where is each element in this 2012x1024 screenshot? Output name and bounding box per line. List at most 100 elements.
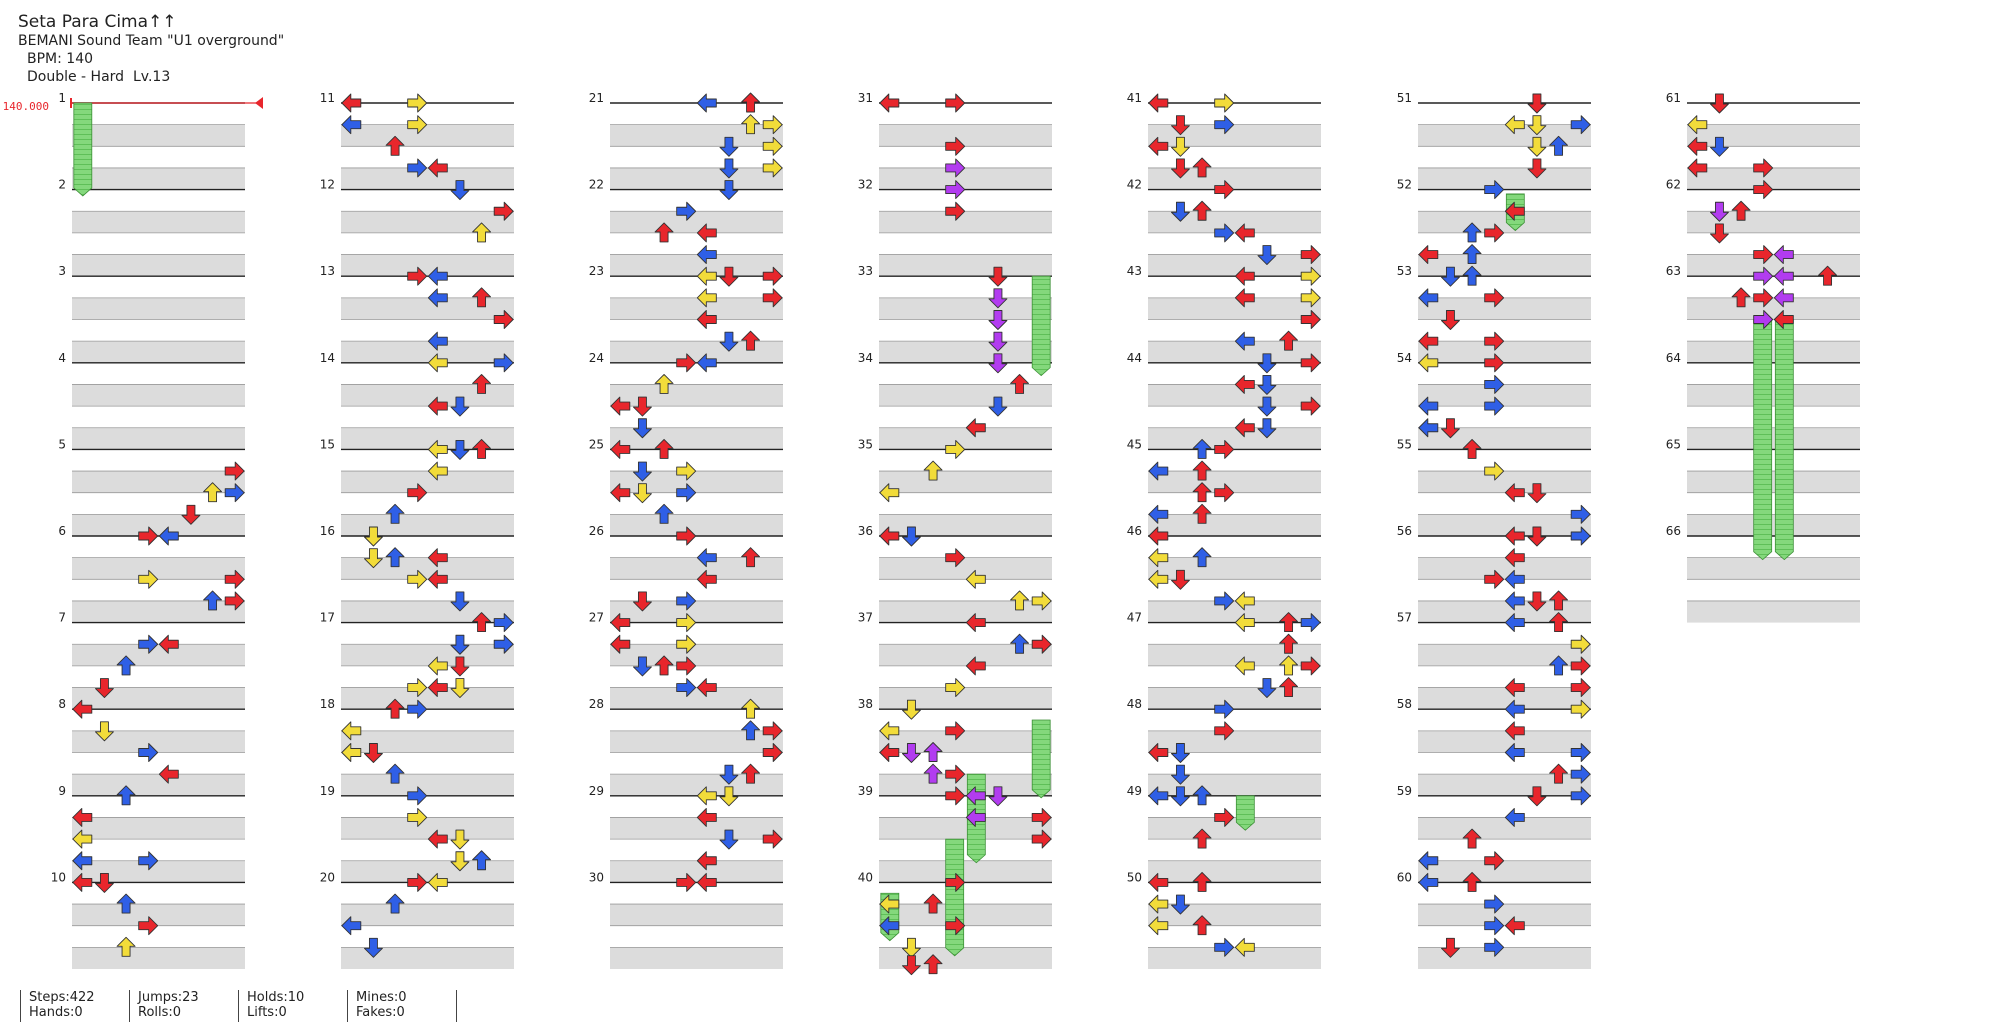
down-arrow-icon <box>450 634 470 655</box>
up-arrow-icon <box>1549 655 1569 676</box>
up-arrow-icon <box>472 374 492 394</box>
measure-band <box>1687 124 1860 147</box>
left-arrow-icon <box>341 93 362 113</box>
measure-band <box>72 211 245 233</box>
right-arrow-icon <box>1570 656 1591 676</box>
left-arrow-icon <box>965 418 986 438</box>
left-arrow-icon <box>1234 418 1255 438</box>
measure-band <box>341 600 514 623</box>
right-arrow-icon <box>493 353 514 373</box>
measure-band <box>72 817 245 840</box>
measure-band <box>72 730 245 753</box>
measure-band <box>72 947 245 969</box>
up-arrow-icon <box>923 954 943 975</box>
down-arrow-icon <box>1170 786 1190 807</box>
right-arrow-icon <box>676 591 697 611</box>
down-arrow-icon <box>450 851 470 872</box>
down-arrow-icon <box>988 310 1008 330</box>
measure-number: 62 <box>1666 178 1681 192</box>
measure-band <box>72 904 245 926</box>
down-arrow-icon <box>450 678 470 698</box>
measure-band <box>610 774 783 796</box>
left-arrow-icon <box>341 721 362 741</box>
measure-band <box>610 384 783 407</box>
measure-number: 25 <box>589 437 604 451</box>
measure-number: 56 <box>1397 524 1412 538</box>
measure-band <box>879 384 1052 407</box>
right-arrow-icon <box>1300 245 1321 265</box>
down-arrow-icon <box>363 937 383 958</box>
measure-band <box>1418 471 1591 493</box>
down-arrow-icon <box>1527 115 1547 136</box>
measure-band <box>1148 384 1321 407</box>
left-arrow-icon <box>696 245 717 265</box>
down-arrow-icon <box>1527 136 1547 157</box>
up-arrow-icon <box>1279 633 1299 654</box>
right-arrow-icon <box>1214 591 1235 611</box>
up-arrow-icon <box>654 503 674 524</box>
measure-band <box>341 774 514 796</box>
down-arrow-icon <box>1440 937 1460 958</box>
measure-band <box>341 514 514 536</box>
left-arrow-icon <box>72 808 93 827</box>
left-arrow-icon <box>72 872 93 892</box>
right-arrow-icon <box>138 569 159 589</box>
right-arrow-icon <box>407 93 428 113</box>
left-arrow-icon <box>1148 916 1169 936</box>
up-arrow-icon <box>385 763 405 784</box>
left-arrow-icon <box>696 310 717 329</box>
right-arrow-icon <box>1300 288 1321 308</box>
right-arrow-icon <box>1484 461 1505 481</box>
left-arrow-icon <box>1234 613 1255 633</box>
measure-number: 50 <box>1127 870 1142 884</box>
measure-band <box>341 687 514 710</box>
measure-band <box>879 471 1052 493</box>
left-arrow-icon <box>1148 569 1169 589</box>
measure-band <box>341 254 514 277</box>
measure-number: 41 <box>1127 91 1142 105</box>
measure-band <box>610 297 783 320</box>
measure-band <box>1687 384 1860 407</box>
up-arrow-icon <box>741 330 761 351</box>
down-arrow-icon <box>363 548 383 569</box>
right-arrow-icon <box>945 721 966 741</box>
measure-band <box>879 904 1052 926</box>
measure-number: 49 <box>1127 784 1142 798</box>
right-arrow-icon <box>1484 375 1505 394</box>
right-arrow-icon <box>762 136 783 156</box>
left-arrow-icon <box>427 353 448 373</box>
measure-band <box>1687 254 1860 277</box>
measure-number: 42 <box>1127 178 1142 192</box>
left-arrow-icon <box>696 288 717 308</box>
left-arrow-icon <box>72 829 93 849</box>
down-arrow-icon <box>719 136 739 157</box>
measure-number: 58 <box>1397 697 1412 711</box>
measure-band <box>1418 167 1591 190</box>
measure-band <box>610 644 783 666</box>
up-arrow-icon <box>116 893 136 914</box>
stat-value: Lifts:0 <box>247 1005 287 1020</box>
right-arrow-icon <box>1214 223 1235 243</box>
measure-band <box>1687 341 1860 363</box>
right-arrow-icon <box>676 634 697 654</box>
measure-band <box>610 211 783 233</box>
right-arrow-icon <box>762 721 783 741</box>
left-arrow-icon <box>1504 548 1525 568</box>
down-arrow-icon <box>988 288 1008 309</box>
right-arrow-icon <box>493 201 514 221</box>
left-arrow-icon <box>696 93 717 113</box>
left-arrow-icon <box>427 331 448 351</box>
right-arrow-icon <box>1570 764 1591 784</box>
right-arrow-icon <box>1570 699 1591 719</box>
up-arrow-icon <box>741 114 761 135</box>
measure-band <box>341 341 514 363</box>
measure-number: 55 <box>1397 437 1412 451</box>
up-arrow-icon <box>1192 438 1212 459</box>
left-arrow-icon <box>1148 894 1169 914</box>
right-arrow-icon <box>1214 699 1235 719</box>
left-arrow-icon <box>1234 656 1255 676</box>
measure-number: 4 <box>58 351 66 365</box>
measure-number: 36 <box>858 524 873 538</box>
down-arrow-icon <box>1170 158 1190 179</box>
up-arrow-icon <box>923 460 943 481</box>
